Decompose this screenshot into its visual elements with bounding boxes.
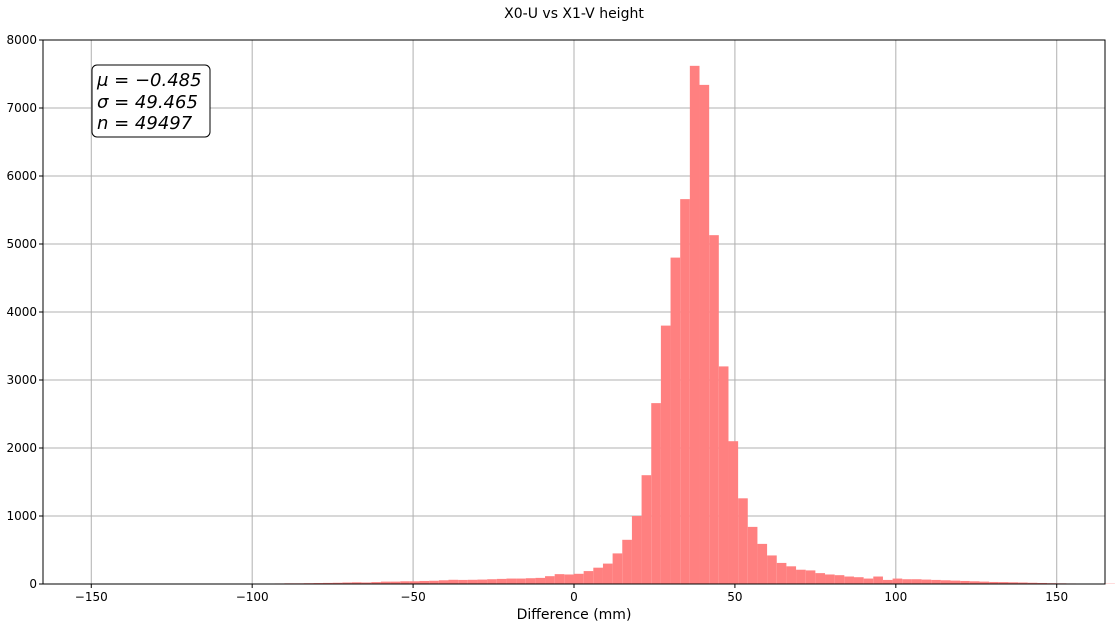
histogram-bar [506,579,516,584]
histogram-bar [555,574,565,584]
histogram-bar [613,553,623,584]
histogram-bar [835,575,845,584]
x-tick-label: −50 [400,590,425,604]
histogram-bar [593,568,603,584]
stats-box: μ = −0.485 σ = 49.465 n = 49497 [92,65,210,137]
chart-title: X0-U vs X1-V height [504,6,644,22]
histogram-bar [806,570,816,584]
histogram-bar [893,579,903,584]
y-tick-label: 7000 [6,101,37,115]
histogram-bar [767,555,777,584]
histogram-bar [516,579,526,584]
histogram-bar [680,199,690,584]
histogram-bar [458,580,468,584]
histogram-bar [815,573,825,584]
histogram-bar [603,564,613,584]
histogram-bar [922,580,932,584]
histogram-bar [487,579,497,584]
histogram-bar [661,326,671,584]
histogram-bar [864,579,874,584]
stats-sigma: σ = 49.465 [97,92,198,113]
histogram-bar [873,577,883,584]
histogram-bar [941,580,951,584]
histogram-bar [825,574,835,584]
histogram-bar [728,441,738,584]
y-tick-label: 4000 [6,305,37,319]
histogram-bar [951,581,961,584]
histogram-bar [651,403,661,584]
y-tick-label: 5000 [6,237,37,251]
histogram-bar [902,579,912,584]
histogram-bar [642,475,652,584]
histogram-bar [883,580,893,584]
histogram-bar [448,580,458,584]
histogram-bar [468,580,478,584]
y-tick-label: 8000 [6,33,37,47]
histogram-bar [700,85,710,584]
x-tick-label: 0 [570,590,578,604]
histogram-bar [777,563,787,584]
y-tick-label: 3000 [6,373,37,387]
x-tick-label: 100 [884,590,907,604]
histogram-bar [535,578,545,584]
histogram-bar [786,566,796,584]
histogram-bar [912,579,922,584]
y-tick-label: 6000 [6,169,37,183]
histogram-bar [439,580,449,584]
histogram-bar [719,366,729,584]
histogram-bar [690,66,700,584]
histogram-bar [564,574,574,584]
y-tick-label: 0 [29,577,37,591]
histogram-bar [477,580,487,584]
histogram-bar [931,580,941,584]
histogram-bar [709,235,719,584]
x-tick-label: −100 [236,590,269,604]
x-tick-label: 150 [1045,590,1068,604]
y-tick-label: 1000 [6,509,37,523]
histogram-bar [671,258,681,584]
x-tick-label: 50 [727,590,742,604]
histogram-bar [738,498,748,584]
histogram-bar [757,544,767,584]
histogram-bar [748,527,758,584]
histogram-bar [796,570,806,584]
y-tick-label: 2000 [6,441,37,455]
histogram-bar [497,579,507,584]
histogram-bar [622,540,632,584]
histogram-bar [844,577,854,584]
histogram-bar [574,574,584,584]
x-axis-label: Difference (mm) [517,607,632,623]
histogram-bar [854,577,864,584]
stats-count: n = 49497 [97,113,193,134]
histogram-bar [584,571,594,584]
histogram-bar [632,516,642,584]
histogram-bar [545,576,555,584]
x-tick-label: −150 [75,590,108,604]
histogram-bar [526,578,536,584]
histogram-bars [120,66,1115,584]
stats-mean: μ = −0.485 [96,70,202,91]
